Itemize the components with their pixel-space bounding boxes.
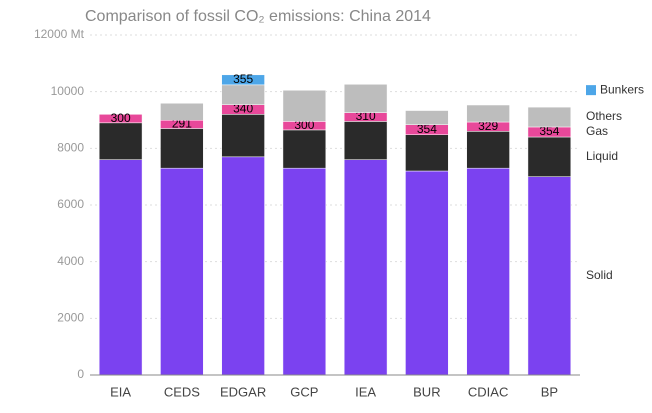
y-tick-label: 0 — [77, 367, 84, 381]
legend-label: Gas — [586, 124, 608, 138]
bar-segment — [221, 84, 265, 105]
data-label: 354 — [539, 124, 559, 138]
legend-swatch — [586, 85, 596, 96]
bar-segment — [282, 129, 327, 169]
bar-segment — [527, 106, 572, 128]
bar-segment — [160, 167, 204, 376]
bar-segment — [466, 104, 510, 123]
y-tick-label: 12000 Mt — [34, 27, 85, 41]
bar-segment — [98, 122, 143, 160]
x-tick-label: GCP — [290, 384, 318, 399]
x-tick-label: EDGAR — [220, 384, 266, 399]
y-tick-label: 8000 — [57, 141, 84, 155]
bar-segment — [405, 110, 449, 125]
data-label: 355 — [233, 72, 253, 86]
x-tick-label: BP — [541, 384, 558, 399]
x-tick-label: CEDS — [164, 384, 200, 399]
x-tick-label: EIA — [110, 384, 131, 399]
y-tick-label: 10000 — [51, 84, 85, 98]
bar-segment — [98, 114, 143, 124]
bar-segment — [282, 167, 327, 376]
bar-segment — [527, 136, 572, 177]
bar-segment — [343, 159, 388, 376]
x-tick-label: BUR — [413, 384, 440, 399]
bar-segment — [282, 90, 327, 122]
legend-label: Solid — [586, 268, 613, 282]
bar-segment — [221, 156, 265, 376]
y-tick-label: 6000 — [57, 197, 84, 211]
legend-label: Bunkers — [600, 82, 644, 96]
bar-segment — [98, 159, 143, 376]
bar-segment — [343, 84, 388, 113]
chart-title: Comparison of fossil CO₂ emissions: Chin… — [85, 8, 431, 25]
legend-label: Others — [586, 109, 622, 123]
legend-label: Liquid — [586, 149, 618, 163]
bar-segment — [405, 134, 449, 172]
bar-segment — [160, 103, 204, 121]
bar-segment — [466, 131, 510, 169]
data-label: 329 — [478, 119, 498, 133]
x-tick-label: CDIAC — [468, 384, 508, 399]
bar-segment — [405, 170, 449, 376]
y-tick-label: 4000 — [57, 254, 84, 268]
bar-segment — [221, 114, 265, 158]
bar-segment — [343, 121, 388, 160]
bar-segment — [160, 128, 204, 169]
bar-segment — [527, 176, 572, 376]
data-label: 340 — [233, 102, 253, 116]
bar-segment — [221, 74, 265, 86]
data-label: 300 — [111, 111, 131, 125]
x-tick-label: IEA — [355, 384, 376, 399]
bar-segment — [466, 167, 510, 376]
y-tick-label: 2000 — [57, 311, 84, 325]
data-label: 354 — [417, 122, 437, 136]
